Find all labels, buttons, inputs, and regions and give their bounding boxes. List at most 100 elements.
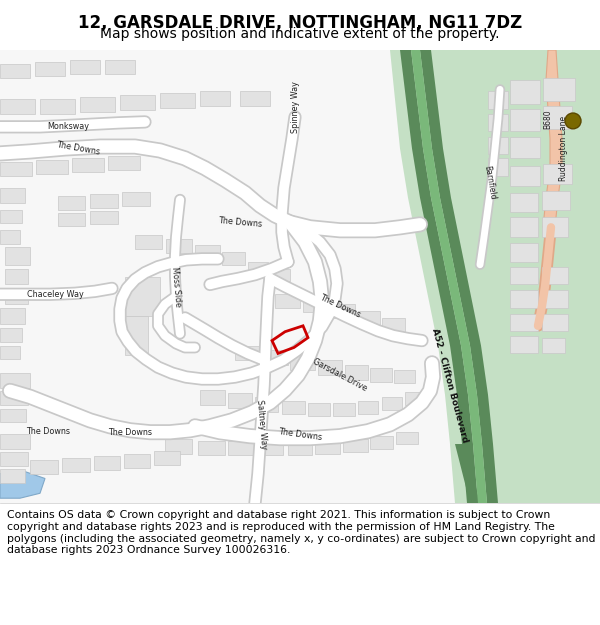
Polygon shape <box>370 368 392 382</box>
Polygon shape <box>200 91 230 106</box>
Polygon shape <box>58 196 85 209</box>
Polygon shape <box>396 432 418 444</box>
Polygon shape <box>5 269 28 284</box>
Polygon shape <box>510 243 538 262</box>
Polygon shape <box>0 391 28 404</box>
Polygon shape <box>154 451 180 465</box>
Text: A52 - Clifton Boulevard: A52 - Clifton Boulevard <box>430 327 470 443</box>
Polygon shape <box>488 114 508 131</box>
Polygon shape <box>240 91 270 106</box>
Polygon shape <box>510 193 538 211</box>
Polygon shape <box>370 436 393 449</box>
Polygon shape <box>0 346 20 359</box>
Polygon shape <box>488 158 508 176</box>
Polygon shape <box>198 441 225 455</box>
Polygon shape <box>510 336 538 353</box>
Polygon shape <box>510 79 540 104</box>
Polygon shape <box>394 370 415 383</box>
Polygon shape <box>0 64 30 78</box>
Polygon shape <box>510 137 540 158</box>
Polygon shape <box>255 397 278 411</box>
Text: The Downs: The Downs <box>318 292 362 319</box>
Polygon shape <box>382 318 405 332</box>
Polygon shape <box>80 98 115 112</box>
Polygon shape <box>58 213 85 226</box>
Polygon shape <box>450 444 600 503</box>
Polygon shape <box>382 397 402 409</box>
Polygon shape <box>543 50 562 227</box>
Polygon shape <box>5 247 30 265</box>
Polygon shape <box>90 194 118 208</box>
Polygon shape <box>0 452 28 466</box>
Text: B680: B680 <box>544 109 553 129</box>
Polygon shape <box>510 166 540 186</box>
Polygon shape <box>105 60 135 74</box>
Polygon shape <box>166 239 192 253</box>
Text: Ruddington Lane: Ruddington Lane <box>559 116 568 181</box>
Polygon shape <box>0 328 22 342</box>
Polygon shape <box>124 454 150 468</box>
Polygon shape <box>405 392 423 404</box>
Polygon shape <box>35 62 65 76</box>
Polygon shape <box>0 469 25 483</box>
Polygon shape <box>358 311 380 326</box>
Polygon shape <box>431 50 600 503</box>
Polygon shape <box>411 50 487 503</box>
Polygon shape <box>222 252 245 265</box>
Polygon shape <box>70 60 100 74</box>
Polygon shape <box>30 460 58 474</box>
Polygon shape <box>303 298 328 312</box>
Text: The Downs: The Downs <box>56 140 100 157</box>
Polygon shape <box>0 434 30 449</box>
Polygon shape <box>0 373 30 388</box>
Polygon shape <box>40 99 75 114</box>
Text: Saltney Way: Saltney Way <box>256 399 269 449</box>
Polygon shape <box>270 269 290 281</box>
Polygon shape <box>288 441 312 455</box>
Polygon shape <box>510 267 538 284</box>
Text: The Downs: The Downs <box>218 216 262 229</box>
Text: Garsdale Drive: Garsdale Drive <box>311 357 368 393</box>
Polygon shape <box>258 441 283 455</box>
Polygon shape <box>200 390 225 404</box>
Polygon shape <box>390 50 600 503</box>
Polygon shape <box>315 441 340 454</box>
Polygon shape <box>0 188 25 202</box>
Polygon shape <box>542 267 568 284</box>
Polygon shape <box>125 316 148 356</box>
Polygon shape <box>0 308 25 324</box>
Polygon shape <box>333 402 355 416</box>
Polygon shape <box>282 401 305 414</box>
Polygon shape <box>543 78 575 101</box>
Polygon shape <box>290 356 315 370</box>
Text: The Downs: The Downs <box>278 427 322 442</box>
Text: Barnfield: Barnfield <box>482 165 497 201</box>
Polygon shape <box>125 276 160 316</box>
Polygon shape <box>542 291 568 308</box>
Polygon shape <box>122 192 150 206</box>
Polygon shape <box>275 294 300 308</box>
Polygon shape <box>358 401 378 414</box>
Polygon shape <box>62 458 90 472</box>
Text: Monksway: Monksway <box>47 122 89 131</box>
Text: Chaceley Way: Chaceley Way <box>26 290 83 299</box>
Polygon shape <box>330 304 355 318</box>
Polygon shape <box>488 137 508 154</box>
Polygon shape <box>455 444 480 503</box>
Polygon shape <box>542 314 568 331</box>
Polygon shape <box>345 365 368 380</box>
Polygon shape <box>0 99 35 114</box>
Polygon shape <box>543 164 572 184</box>
Polygon shape <box>0 230 20 244</box>
Polygon shape <box>510 217 538 237</box>
Polygon shape <box>165 439 192 454</box>
Polygon shape <box>90 211 118 224</box>
Polygon shape <box>5 288 28 304</box>
Polygon shape <box>543 106 572 129</box>
Polygon shape <box>160 93 195 108</box>
Text: Map shows position and indicative extent of the property.: Map shows position and indicative extent… <box>100 27 500 41</box>
Text: The Downs: The Downs <box>108 428 152 437</box>
Polygon shape <box>510 291 538 308</box>
Polygon shape <box>510 109 540 131</box>
Polygon shape <box>94 456 120 469</box>
